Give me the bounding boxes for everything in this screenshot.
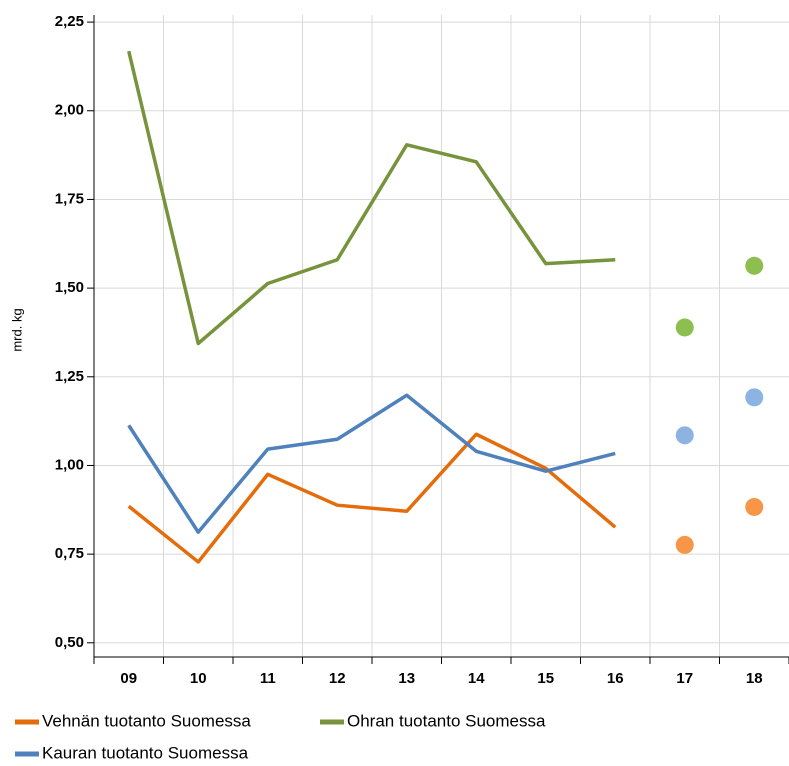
point — [675, 535, 694, 554]
legend-label: Vehnän tuotanto Suomessa — [42, 711, 251, 730]
y-axis-label: mrd. kg — [9, 308, 24, 351]
point — [745, 256, 764, 275]
x-tick-label: 14 — [468, 670, 485, 687]
line — [127, 50, 616, 346]
point — [745, 497, 764, 516]
x-tick-label: 15 — [537, 670, 554, 687]
line — [127, 432, 617, 564]
y-tick-label: 1,25 — [55, 368, 84, 385]
x-tick-label: 12 — [329, 670, 346, 687]
legend-label: Ohran tuotanto Suomessa — [347, 711, 546, 730]
y-tick-label: 0,50 — [55, 634, 84, 651]
y-tick-label: 1,00 — [55, 456, 84, 473]
legend-label: Kauran tuotanto Suomessa — [42, 743, 249, 762]
x-tick-label: 17 — [676, 670, 693, 687]
x-tick-label: 18 — [746, 670, 763, 687]
x-tick-label: 10 — [190, 670, 207, 687]
y-tick-label: 0,75 — [55, 545, 84, 562]
x-tick-label: 13 — [398, 670, 415, 687]
x-tick-label: 16 — [607, 670, 624, 687]
point — [675, 318, 694, 337]
y-tick-label: 1,75 — [55, 190, 84, 207]
x-tick-label: 11 — [260, 670, 276, 687]
point — [675, 426, 694, 445]
line — [127, 393, 616, 534]
y-tick-label: 1,50 — [55, 279, 84, 296]
y-tick-label: 2,25 — [55, 13, 84, 30]
y-tick-label: 2,00 — [55, 102, 84, 119]
x-tick-label: 09 — [120, 670, 137, 687]
point — [745, 388, 764, 407]
